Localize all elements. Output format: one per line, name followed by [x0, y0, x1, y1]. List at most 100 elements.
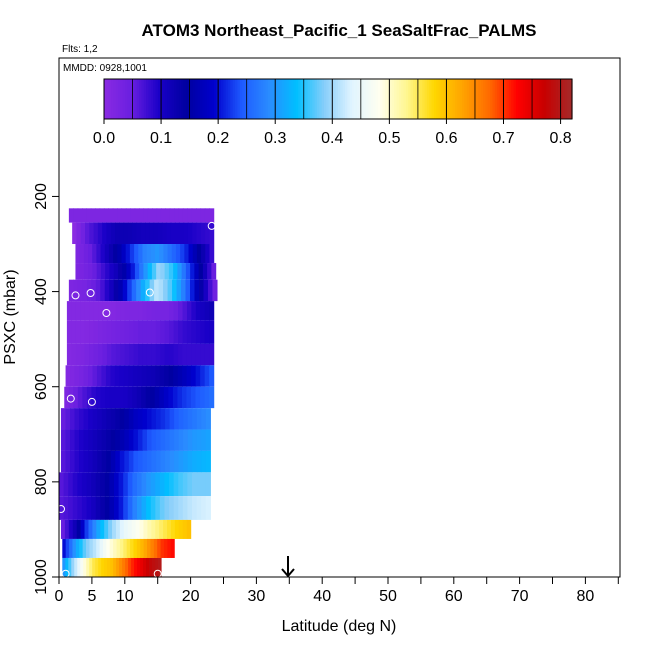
heatmap-cell	[71, 557, 75, 577]
colorbar-swatch	[462, 79, 465, 119]
colorbar-swatch	[295, 79, 299, 119]
y-tick-label: 200	[33, 183, 50, 210]
heatmap-cell	[191, 320, 197, 344]
colorbar-swatch	[129, 79, 133, 119]
heatmap-cell	[173, 320, 179, 344]
heatmap-cell	[142, 429, 148, 451]
heatmap-cell	[204, 386, 210, 409]
heatmap-cell	[68, 496, 74, 520]
colorbar-swatch	[111, 79, 114, 119]
heatmap-cell	[100, 279, 106, 302]
heatmap-cell	[158, 279, 164, 302]
colorbar-swatch	[293, 79, 297, 119]
heatmap-cell	[183, 222, 189, 245]
heatmap-cell	[143, 557, 147, 577]
heatmap-cell	[158, 557, 162, 577]
heatmap-cell	[170, 538, 175, 558]
heatmap-cell	[124, 301, 130, 321]
heatmap-cell	[122, 263, 128, 280]
heatmap-cell	[138, 244, 144, 264]
heatmap-cell	[163, 538, 168, 558]
colorbar-swatch	[513, 79, 517, 119]
heatmap-cell	[93, 343, 99, 366]
heatmap-cell	[88, 450, 94, 473]
heatmap-cell	[100, 496, 106, 520]
heatmap-cell	[178, 519, 184, 539]
heatmap-cell	[104, 472, 111, 497]
x-tick-label: 70	[511, 588, 529, 605]
heatmap-cell	[132, 472, 138, 497]
heatmap-cell	[149, 279, 155, 302]
heatmap-cell	[178, 429, 184, 451]
heatmap-cell	[181, 279, 187, 302]
heatmap-cell	[182, 301, 188, 321]
heatmap-cell	[147, 519, 152, 539]
heatmap-cell	[80, 222, 86, 245]
heatmap-cell	[165, 208, 171, 223]
colorbar-swatch	[345, 79, 348, 119]
colorbar-swatch	[525, 79, 529, 119]
heatmap-cell	[128, 365, 134, 387]
heatmap-cell	[98, 320, 104, 344]
heatmap-cell	[185, 279, 191, 302]
heatmap-cell	[190, 263, 195, 280]
heatmap-cell	[71, 320, 77, 344]
heatmap-cell	[123, 519, 129, 539]
heatmap-cell	[97, 408, 103, 430]
heatmap-cell	[92, 263, 98, 280]
heatmap-cell	[143, 208, 149, 223]
heatmap-cell	[177, 365, 183, 387]
heatmap-cell	[80, 343, 86, 366]
colorbar-swatch	[279, 79, 283, 119]
heatmap-cell	[70, 365, 76, 387]
colorbar-swatch	[267, 79, 271, 119]
heatmap-cell	[129, 343, 135, 366]
heatmap-cell	[146, 408, 153, 430]
latitude-marker-arrow	[281, 556, 295, 578]
heatmap-cell	[88, 244, 93, 264]
colorbar-swatch	[412, 79, 416, 119]
heatmap-cell	[147, 263, 153, 280]
y-axis: 200 400 600 800 1000	[33, 183, 59, 595]
heatmap-cell	[96, 365, 103, 387]
heatmap-cell	[149, 557, 153, 577]
heatmap-cell	[151, 343, 157, 366]
colorbar-swatch	[426, 79, 430, 119]
heatmap-cell	[115, 429, 121, 451]
colorbar-swatch	[564, 79, 568, 119]
heatmap-cell	[121, 208, 127, 223]
colorbar-swatch	[309, 79, 313, 119]
heatmap-cell	[168, 365, 174, 387]
heatmap-cell	[172, 279, 178, 302]
colorbar-swatch	[567, 79, 571, 119]
heatmap-cell	[145, 386, 151, 409]
heatmap-cell	[86, 472, 92, 497]
colorbar-swatch	[373, 79, 377, 119]
heatmap-cell	[133, 320, 139, 344]
heatmap-cell	[145, 279, 151, 302]
heatmap-cell	[175, 222, 180, 245]
colorbar-swatch	[553, 79, 557, 119]
heatmap-cell	[142, 343, 148, 366]
heatmap-cell	[192, 244, 198, 264]
heatmap-cell	[127, 279, 133, 302]
colorbar-swatch	[487, 79, 491, 119]
heatmap-cell	[186, 365, 192, 387]
colorbar-swatch	[249, 79, 253, 119]
heatmap-cell	[110, 365, 116, 387]
heatmap-cell	[178, 301, 184, 321]
heatmap-cell	[115, 343, 121, 366]
colorbar-swatch	[139, 79, 143, 119]
colorbar-swatch	[455, 79, 458, 119]
heatmap-cell	[104, 519, 109, 539]
heatmap-cell	[150, 244, 156, 264]
heatmap-cell	[92, 429, 98, 451]
colorbar-swatch	[106, 79, 110, 119]
heatmap-cell	[86, 557, 90, 577]
heatmap-cell	[122, 557, 126, 577]
colorbar-swatch	[213, 79, 217, 119]
heatmap-cell	[122, 279, 128, 302]
heatmap-cell	[100, 263, 106, 280]
colorbar-swatch	[499, 79, 503, 119]
heatmap-cell	[209, 222, 215, 245]
